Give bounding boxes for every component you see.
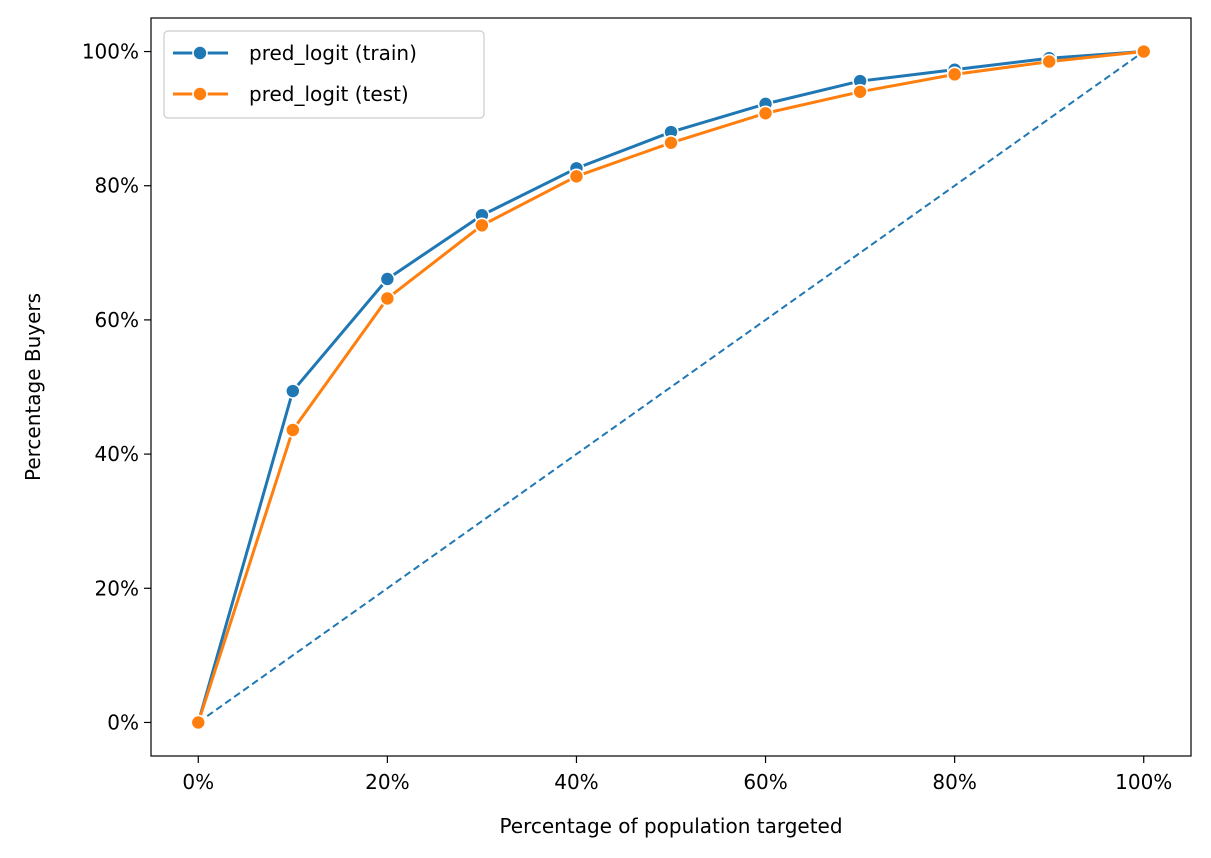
plot-frame [150, 17, 1192, 757]
legend-label: pred_logit (test) [249, 82, 409, 106]
data-point [568, 168, 585, 185]
series-test [190, 43, 1152, 731]
x-tick-label: 60% [743, 770, 787, 794]
data-point [474, 217, 490, 234]
legend-box [163, 30, 485, 119]
y-tick-label: 20% [95, 576, 139, 600]
data-point [852, 84, 868, 100]
baseline-reference-line [197, 50, 1145, 724]
legend: pred_logit (train) pred_logit (test) [163, 30, 485, 119]
data-point [285, 422, 301, 438]
data-point [190, 714, 207, 731]
y-axis: 0% 20% 40% 60% 80% 100% [82, 40, 151, 734]
x-axis: 0% 20% 40% 60% 80% 100% [182, 756, 1172, 794]
series-layer [190, 43, 1152, 731]
data-point [1135, 43, 1152, 60]
x-tick-label: 40% [554, 770, 598, 794]
x-tick-label: 0% [182, 770, 214, 794]
data-point [946, 66, 963, 83]
data-point [663, 134, 679, 151]
x-tick-label: 80% [932, 770, 976, 794]
y-tick-label: 0% [107, 710, 139, 734]
y-tick-label: 80% [95, 174, 139, 198]
y-tick-label: 40% [95, 442, 139, 466]
legend-entry: pred_logit (test) [173, 82, 409, 106]
y-tick-label: 100% [82, 40, 139, 64]
data-point [285, 383, 301, 399]
data-point [379, 271, 396, 287]
data-point [757, 105, 774, 122]
legend-label: pred_logit (train) [249, 41, 417, 65]
x-axis-title: Percentage of population targeted [499, 814, 842, 838]
y-axis-title: Percentage Buyers [21, 293, 45, 481]
x-tick-label: 20% [365, 770, 409, 794]
data-point [1041, 53, 1057, 70]
data-point [379, 290, 396, 307]
reference-line-layer [197, 50, 1145, 724]
legend-entry: pred_logit (train) [173, 41, 417, 65]
x-tick-label: 100% [1115, 770, 1172, 794]
y-tick-label: 60% [95, 308, 139, 332]
legend-marker [192, 86, 208, 102]
legend-marker [192, 45, 208, 61]
